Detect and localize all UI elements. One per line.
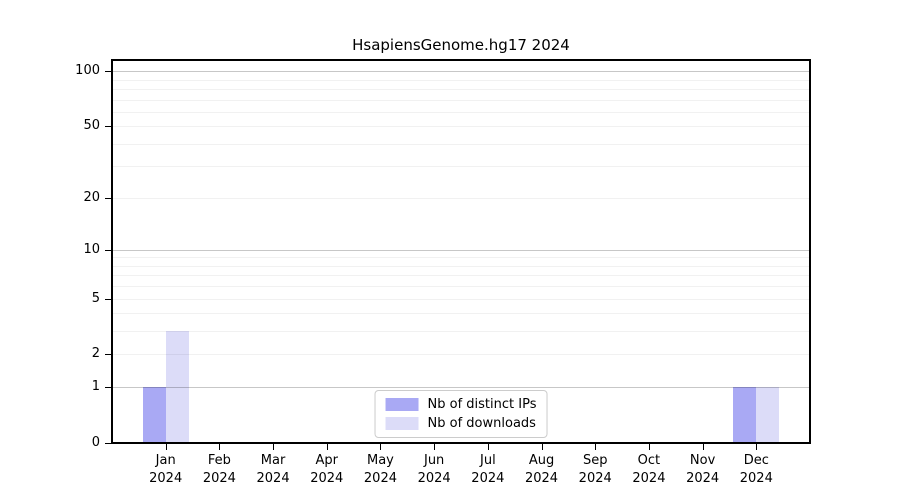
x-tick-label: Oct 2024 xyxy=(632,453,666,486)
y-tick-label: 5 xyxy=(91,290,100,306)
x-tick-label: Dec 2024 xyxy=(739,453,773,486)
x-tick-mark xyxy=(434,444,436,450)
legend-swatch-distinct-ips xyxy=(385,398,419,411)
x-tick-mark xyxy=(648,444,650,450)
y-tick-mark xyxy=(105,126,111,128)
y-tick-label: 0 xyxy=(91,435,100,450)
y-tick-mark xyxy=(105,354,111,356)
x-tick-label: Apr 2024 xyxy=(310,453,344,486)
bar-distinct-ips xyxy=(142,387,166,443)
minor-gridline xyxy=(112,88,810,90)
x-tick-label: Jun 2024 xyxy=(417,453,451,486)
minor-gridline xyxy=(112,265,810,267)
bar-downloads xyxy=(165,331,189,443)
minor-gridline xyxy=(112,166,810,168)
minor-gridline xyxy=(112,111,810,113)
y-tick-label: 1 xyxy=(91,379,100,395)
minor-gridline xyxy=(112,143,810,145)
x-tick-mark xyxy=(756,444,758,450)
legend-label-distinct-ips: Nb of distinct IPs xyxy=(427,397,537,412)
x-tick-mark xyxy=(219,444,221,450)
y-tick-mark xyxy=(105,298,111,300)
x-tick-label: Aug 2024 xyxy=(524,453,559,486)
minor-gridline xyxy=(112,99,810,101)
major-gridline xyxy=(112,249,810,251)
y-tick-label: 50 xyxy=(83,118,100,134)
x-tick-label: Sep 2024 xyxy=(578,453,612,486)
minor-gridline xyxy=(112,286,810,288)
y-tick-mark xyxy=(105,249,111,251)
y-tick-mark xyxy=(105,443,111,444)
y-tick-label: 10 xyxy=(83,241,100,257)
x-tick-mark xyxy=(326,444,328,450)
bar-downloads xyxy=(756,387,780,443)
minor-gridline xyxy=(112,313,810,315)
legend-swatch-downloads xyxy=(385,417,419,430)
minor-gridline xyxy=(112,79,810,81)
legend: Nb of distinct IPs Nb of downloads xyxy=(374,390,548,438)
y-tick-mark xyxy=(105,387,111,389)
x-tick-label: Jan 2024 xyxy=(149,453,183,486)
x-tick-label: Jul 2024 xyxy=(471,453,505,486)
y-tick-mark xyxy=(105,71,111,73)
major-gridline xyxy=(112,387,810,389)
minor-gridline xyxy=(112,275,810,277)
minor-gridline xyxy=(112,298,810,300)
x-tick-mark xyxy=(273,444,275,450)
bar-distinct-ips xyxy=(733,387,757,443)
x-tick-label: May 2024 xyxy=(363,453,397,486)
legend-label-downloads: Nb of downloads xyxy=(427,416,536,431)
x-tick-mark xyxy=(487,444,489,450)
x-tick-label: Mar 2024 xyxy=(256,453,290,486)
y-tick-label: 2 xyxy=(91,346,100,362)
legend-item-distinct-ips: Nb of distinct IPs xyxy=(385,397,537,412)
minor-gridline xyxy=(112,331,810,333)
x-tick-mark xyxy=(541,444,543,450)
major-gridline xyxy=(112,71,810,73)
minor-gridline xyxy=(112,197,810,199)
minor-gridline xyxy=(112,126,810,128)
y-tick-mark xyxy=(105,197,111,199)
y-tick-label: 20 xyxy=(83,189,100,205)
x-tick-mark xyxy=(595,444,597,450)
x-tick-label: Feb 2024 xyxy=(202,453,236,486)
y-tick-label: 100 xyxy=(75,63,100,79)
x-tick-mark xyxy=(165,444,167,450)
minor-gridline xyxy=(112,257,810,259)
x-tick-label: Nov 2024 xyxy=(686,453,720,486)
minor-gridline xyxy=(112,354,810,356)
legend-item-downloads: Nb of downloads xyxy=(385,416,537,431)
x-tick-mark xyxy=(702,444,704,450)
chart-title: HsapiensGenome.hg17 2024 xyxy=(352,36,570,54)
x-tick-mark xyxy=(380,444,382,450)
